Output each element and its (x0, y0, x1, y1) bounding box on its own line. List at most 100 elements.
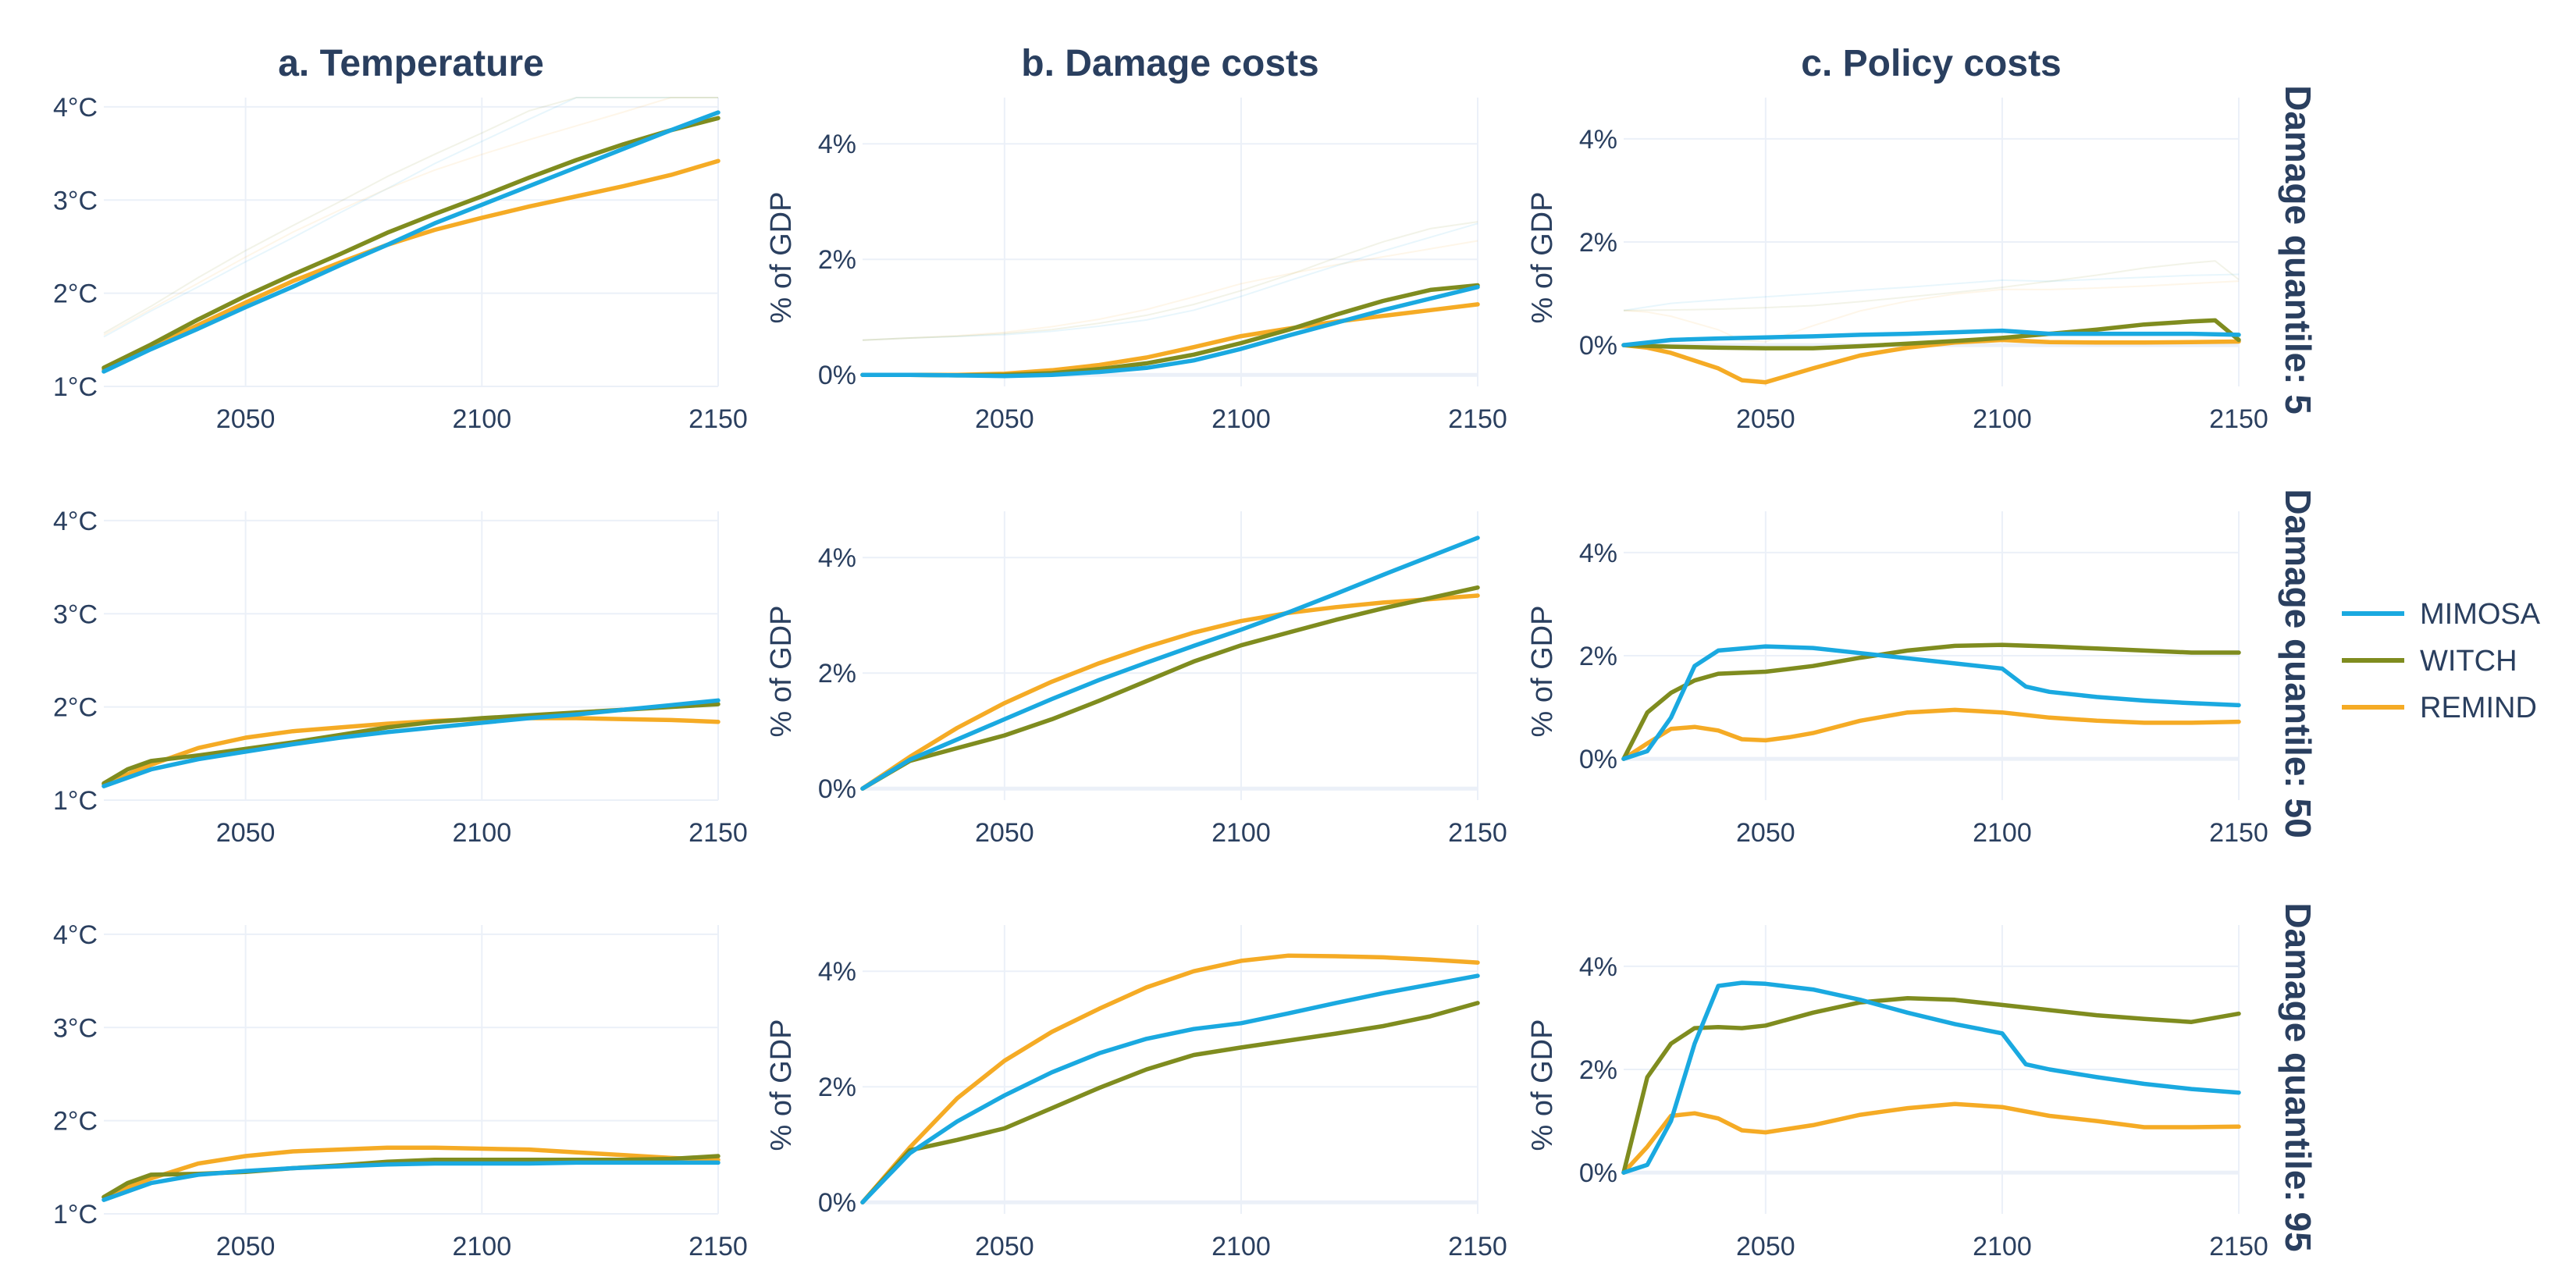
y-tick-label: 3°C (53, 600, 98, 629)
x-tick-label: 2150 (1448, 404, 1507, 434)
x-tick-label: 2150 (2209, 818, 2268, 848)
x-tick-label: 2150 (2209, 404, 2268, 434)
panel-a-temperature-damage-quantile-50: 2050 2100 2150 1°C 2°C 3°C 4°C (53, 507, 748, 848)
x-tick-label: 2150 (688, 818, 748, 848)
faint-traces (1623, 260, 2240, 343)
panel-c-policy-costs-damage-quantile-95: 2050 2100 2150 0% 2% 4% % of GDP (1526, 925, 2268, 1261)
y-axis-label: % of GDP (1526, 606, 1559, 738)
x-tick-label: 2050 (1736, 818, 1795, 848)
y-tick-label: 0% (1579, 1158, 1617, 1188)
series-line-mimosa (1621, 980, 2241, 1175)
series-line-witch (101, 116, 720, 370)
series-line-witch (101, 1154, 720, 1200)
y-tick-label: 4% (818, 957, 856, 987)
x-tick-label: 2100 (1973, 404, 2032, 434)
series-line-witch (101, 702, 720, 786)
series-line-mimosa (860, 535, 1480, 791)
y-tick-label: 4% (1579, 952, 1617, 982)
column-title-b-damage-costs: b. Damage costs (1021, 43, 1318, 84)
y-tick-label: 0% (1579, 331, 1617, 361)
series-line-mimosa (860, 973, 1480, 1204)
y-tick-label: 3°C (53, 186, 98, 215)
series-line-mimosa (101, 698, 720, 788)
faint-traces (103, 97, 718, 338)
x-tick-label: 2050 (1736, 1232, 1795, 1261)
faint-trace (1623, 260, 2240, 311)
legend-label: MIMOSA (2420, 598, 2541, 631)
faint-trace (862, 240, 1478, 341)
faint-trace (1623, 273, 2240, 311)
faint-trace (862, 222, 1478, 341)
x-tick-label: 2100 (452, 404, 511, 434)
y-tick-label: 4°C (53, 507, 98, 536)
panel-c-policy-costs-damage-quantile-50: 2050 2100 2150 0% 2% 4% % of GDP (1526, 511, 2268, 848)
y-tick-label: 1°C (53, 786, 98, 816)
series-line-remind (101, 716, 720, 787)
x-tick-label: 2100 (1973, 818, 2032, 848)
x-tick-label: 2150 (2209, 1232, 2268, 1261)
x-tick-label: 2050 (216, 1232, 276, 1261)
y-tick-label: 2°C (53, 693, 98, 723)
y-tick-label: 0% (818, 1188, 856, 1218)
series-line-remind (1621, 1101, 2241, 1175)
row-title-damage-quantile-95: Damage quantile: 95 (2278, 902, 2318, 1251)
panel-a-temperature-damage-quantile-5: 2050 2100 2150 1°C 2°C 3°C 4°C (53, 93, 748, 434)
faint-traces (862, 221, 1478, 341)
y-tick-label: 4% (1579, 539, 1617, 568)
x-tick-label: 2150 (1448, 818, 1507, 848)
series-line-remind (101, 158, 720, 372)
y-axis-label: % of GDP (765, 606, 798, 738)
x-tick-label: 2050 (975, 1232, 1034, 1261)
y-tick-label: 4°C (53, 920, 98, 950)
faint-trace (1623, 280, 2240, 343)
x-tick-label: 2100 (1973, 1232, 2032, 1261)
y-tick-label: 2% (1579, 642, 1617, 671)
x-tick-label: 2150 (688, 404, 748, 434)
y-tick-label: 2% (818, 659, 856, 688)
faint-trace (103, 97, 718, 334)
row-title-damage-quantile-50: Damage quantile: 50 (2278, 489, 2318, 838)
series-line-witch (1621, 318, 2241, 350)
y-tick-label: 4% (818, 130, 856, 159)
faint-trace (103, 97, 718, 338)
y-tick-label: 1°C (53, 372, 98, 402)
y-tick-label: 2°C (53, 279, 98, 309)
legend-item-witch[interactable]: WITCH (2342, 645, 2517, 678)
y-tick-label: 4% (818, 543, 856, 573)
column-title-c-policy-costs: c. Policy costs (1801, 43, 2062, 84)
y-axis-label: % of GDP (1526, 1019, 1559, 1151)
panel-a-temperature-damage-quantile-95: 2050 2100 2150 1°C 2°C 3°C 4°C (53, 920, 748, 1261)
x-tick-label: 2150 (688, 1232, 748, 1261)
legend-item-remind[interactable]: REMIND (2342, 692, 2537, 724)
series-line-witch (860, 1001, 1480, 1204)
legend-label: WITCH (2420, 645, 2517, 678)
y-tick-label: 0% (818, 774, 856, 804)
x-tick-label: 2050 (1736, 404, 1795, 434)
series-line-mimosa (101, 110, 720, 374)
y-tick-label: 0% (818, 361, 856, 390)
y-tick-label: 2% (818, 1073, 856, 1102)
column-title-a-temperature: a. Temperature (278, 43, 544, 84)
x-tick-label: 2100 (1212, 404, 1271, 434)
x-tick-label: 2150 (1448, 1232, 1507, 1261)
y-tick-label: 0% (1579, 745, 1617, 774)
x-tick-label: 2100 (1212, 818, 1271, 848)
panel-b-damage-costs-damage-quantile-50: 2050 2100 2150 0% 2% 4% % of GDP (765, 511, 1507, 848)
series-line-remind (1621, 707, 2241, 761)
series-line-witch (860, 283, 1480, 378)
y-tick-label: 4°C (53, 93, 98, 123)
y-tick-label: 2% (1579, 1055, 1617, 1085)
series-line-witch (1621, 996, 2241, 1175)
panel-c-policy-costs-damage-quantile-5: 2050 2100 2150 0% 2% 4% % of GDP (1526, 98, 2268, 434)
x-tick-label: 2050 (216, 818, 276, 848)
y-tick-label: 3°C (53, 1013, 98, 1043)
y-tick-label: 1°C (53, 1200, 98, 1229)
x-tick-label: 2050 (975, 404, 1034, 434)
series-line-remind (860, 953, 1480, 1204)
x-tick-label: 2100 (452, 818, 511, 848)
x-tick-label: 2050 (216, 404, 276, 434)
panel-b-damage-costs-damage-quantile-5: 2050 2100 2150 0% 2% 4% % of GDP (765, 98, 1507, 434)
legend-item-mimosa[interactable]: MIMOSA (2342, 598, 2541, 631)
y-axis-label: % of GDP (765, 1019, 798, 1151)
